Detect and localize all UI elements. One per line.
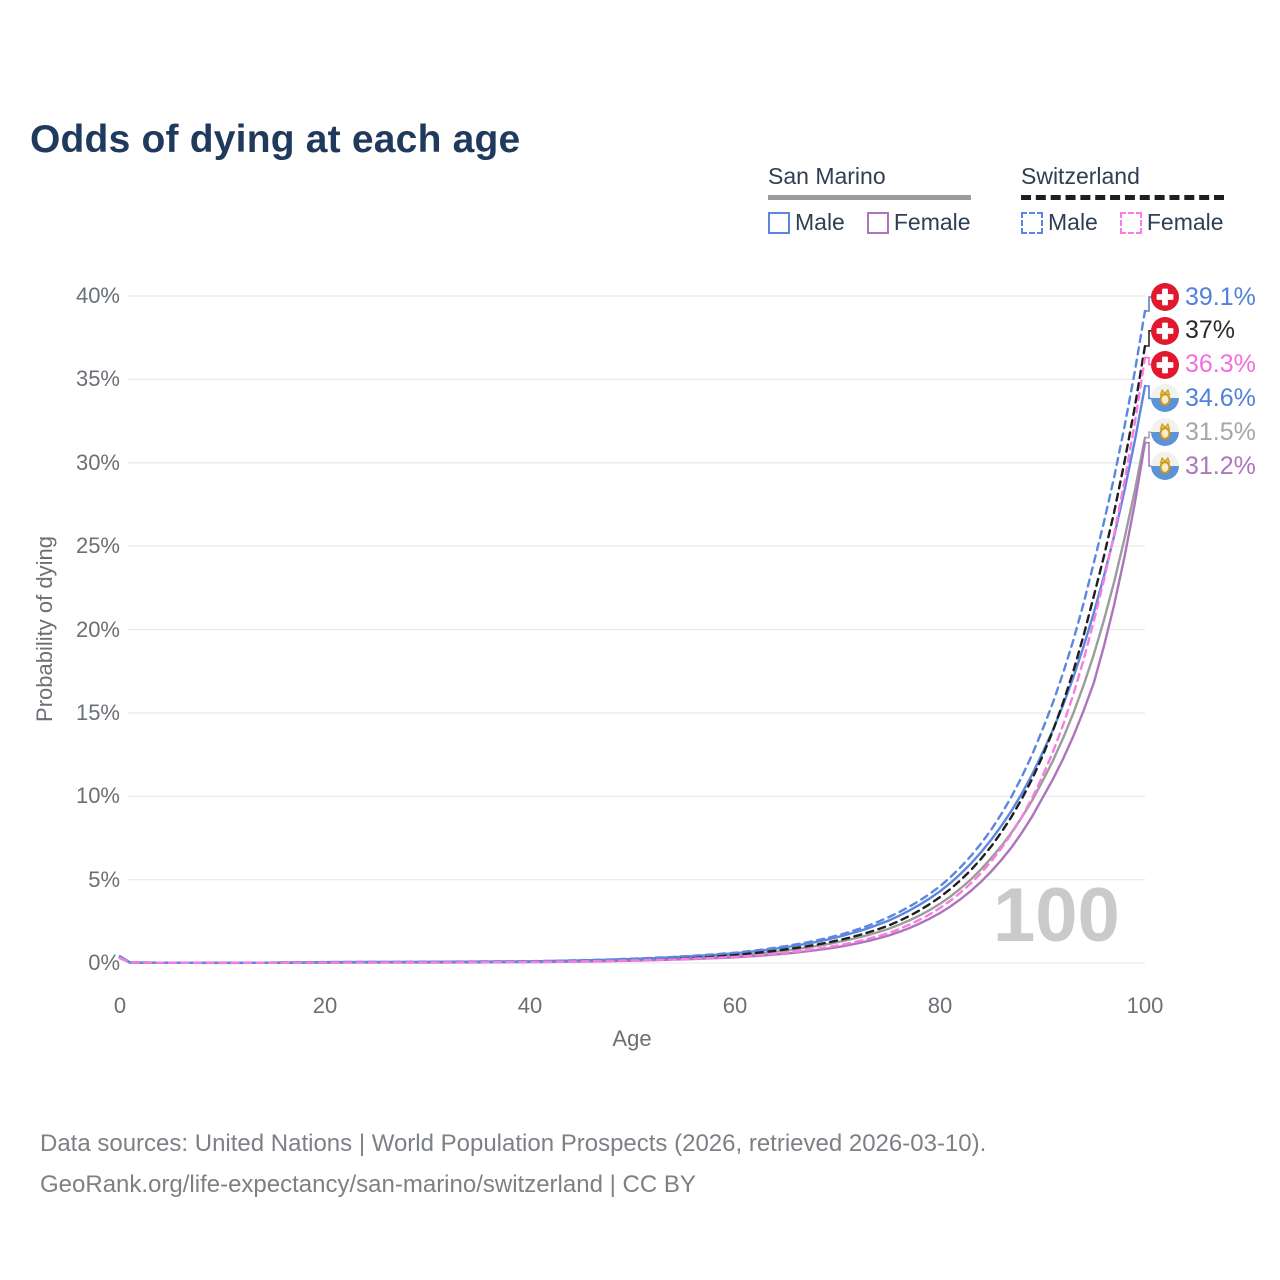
x-tick-label: 100 <box>1126 993 1164 1018</box>
legend-item-label: Male <box>1048 209 1098 235</box>
y-tick-label: 0% <box>88 950 120 975</box>
end-label-value: 31.2% <box>1185 451 1256 480</box>
y-tick-label: 40% <box>75 283 120 308</box>
legend-item-san-marino-male[interactable]: Male <box>768 209 845 236</box>
series-line-sm-total <box>118 436 1147 964</box>
legend-group-san-marino: San Marino Male Female <box>768 163 971 236</box>
y-tick-label: 35% <box>75 366 120 392</box>
series-line-ch-male <box>118 309 1147 964</box>
switzerland-flag-icon <box>1151 316 1179 345</box>
series-line-sm-female <box>118 441 1147 965</box>
end-label-row: 36.3% <box>1151 350 1256 379</box>
end-label-value: 34.6% <box>1185 383 1256 412</box>
legend-item-label: Male <box>795 209 845 235</box>
legend-underline-dashed <box>1021 195 1224 200</box>
age-watermark: 100 <box>993 873 1120 958</box>
y-tick-label: 30% <box>75 449 120 475</box>
y-tick-label: 5% <box>88 866 120 892</box>
x-tick-label: 80 <box>927 993 953 1018</box>
series-line-sm-male <box>118 384 1147 964</box>
end-label-value: 37% <box>1185 316 1236 345</box>
x-tick-label: 40 <box>517 993 543 1018</box>
line-swatch-solid-blue-icon <box>768 211 790 234</box>
series-line-ch-female <box>118 356 1147 965</box>
y-tick-label: 25% <box>75 533 120 559</box>
switzerland-flag-icon <box>1151 283 1179 311</box>
legend-header-san-marino: San Marino <box>768 163 886 189</box>
san-marino-flag-icon <box>1151 384 1179 413</box>
end-label-row: 34.6% <box>1151 383 1256 413</box>
x-tick-label: 20 <box>312 993 338 1018</box>
switzerland-flag-icon <box>1151 350 1179 379</box>
line-swatch-solid-purple-icon <box>866 211 889 234</box>
footer-data-sources: Data sources: United Nations | World Pop… <box>40 1130 987 1157</box>
end-label-value: 31.5% <box>1185 417 1256 446</box>
legend-item-switzerland-female[interactable]: Female <box>1119 209 1224 236</box>
line-swatch-dashed-pink-icon <box>1119 211 1142 234</box>
chart-plot-area <box>118 295 1154 965</box>
end-label-row: 31.5% <box>1151 417 1256 447</box>
y-tick-label: 20% <box>75 616 120 642</box>
end-label-row: 39.1% <box>1151 283 1256 311</box>
legend-item-switzerland-male[interactable]: Male <box>1021 209 1098 236</box>
legend-header-switzerland: Switzerland <box>1021 163 1140 189</box>
x-tick-label: 60 <box>722 993 748 1018</box>
legend-group-switzerland: Switzerland Male Female <box>1021 163 1224 236</box>
san-marino-flag-icon <box>1151 452 1179 480</box>
legend-item-san-marino-female[interactable]: Female <box>866 209 971 236</box>
legend-underline-solid <box>768 195 971 200</box>
san-marino-flag-icon <box>1151 418 1179 447</box>
end-label-value: 39.1% <box>1185 282 1256 311</box>
end-label-row: 37% <box>1151 316 1236 345</box>
legend-item-label: Female <box>893 209 971 235</box>
x-axis-title: Age <box>612 1026 652 1051</box>
y-tick-label: 10% <box>75 783 120 809</box>
x-tick-label: 0 <box>113 993 127 1018</box>
legend-item-label: Female <box>1146 209 1224 235</box>
end-label-row: 31.2% <box>1151 452 1256 480</box>
y-tick-label: 15% <box>75 699 120 725</box>
line-swatch-dashed-blue-icon <box>1021 211 1043 234</box>
end-label-value: 36.3% <box>1185 350 1256 379</box>
footer-attribution-link: GeoRank.org/life-expectancy/san-marino/s… <box>40 1171 696 1198</box>
page-title: Odds of dying at each age <box>30 118 521 162</box>
